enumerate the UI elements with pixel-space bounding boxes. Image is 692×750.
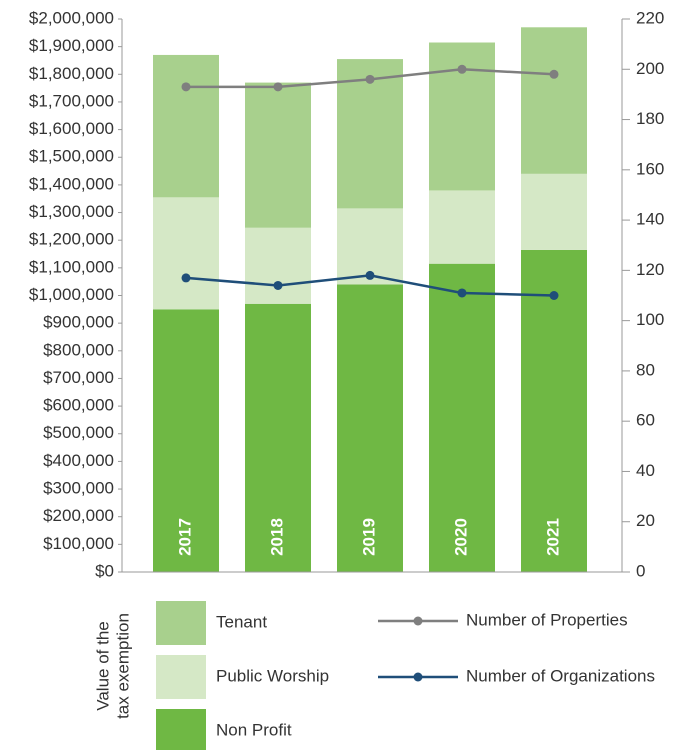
y2-tick-label: 200 bbox=[636, 59, 664, 78]
legend-swatch bbox=[156, 709, 206, 750]
y-tick-label: $1,400,000 bbox=[29, 174, 114, 193]
y-tick-label: $1,900,000 bbox=[29, 36, 114, 55]
category-label: 2020 bbox=[451, 518, 470, 556]
line-point bbox=[181, 82, 191, 92]
y-tick-label: $900,000 bbox=[43, 313, 114, 332]
line-point bbox=[457, 288, 467, 298]
y-tick-label: $500,000 bbox=[43, 423, 114, 442]
bar-segment bbox=[245, 227, 311, 304]
bar-segment bbox=[429, 190, 495, 264]
line-point bbox=[457, 64, 467, 74]
bar-segment bbox=[521, 249, 587, 572]
legend-label: Public Worship bbox=[216, 666, 329, 685]
legend-label: Non Profit bbox=[216, 720, 292, 739]
bar-segment bbox=[429, 263, 495, 572]
legend-marker bbox=[413, 672, 423, 682]
y-tick-label: $1,600,000 bbox=[29, 119, 114, 138]
bar-segment bbox=[153, 54, 219, 198]
y-tick-label: $1,100,000 bbox=[29, 257, 114, 276]
y-tick-label: $300,000 bbox=[43, 479, 114, 498]
y2-tick-label: 220 bbox=[636, 8, 664, 27]
legend-swatch bbox=[156, 601, 206, 645]
bar-segment bbox=[337, 284, 403, 572]
y-tick-label: $0 bbox=[95, 561, 114, 580]
y-tick-label: $800,000 bbox=[43, 340, 114, 359]
line-point bbox=[181, 273, 191, 283]
line-point bbox=[273, 82, 283, 92]
y2-tick-label: 100 bbox=[636, 310, 664, 329]
legend-label: Number of Properties bbox=[466, 610, 628, 629]
bar-segment bbox=[245, 82, 311, 228]
line-point bbox=[273, 280, 283, 290]
category-label: 2019 bbox=[359, 518, 378, 556]
y-tick-label: $700,000 bbox=[43, 368, 114, 387]
y-tick-label: $100,000 bbox=[43, 534, 114, 553]
y-tick-label: $1,800,000 bbox=[29, 64, 114, 83]
bar-segment bbox=[337, 59, 403, 209]
line-point bbox=[549, 69, 559, 79]
y2-tick-label: 140 bbox=[636, 210, 664, 229]
y-tick-label: $1,700,000 bbox=[29, 91, 114, 110]
y2-tick-label: 20 bbox=[636, 511, 655, 530]
legend-swatch bbox=[156, 655, 206, 699]
y2-tick-label: 0 bbox=[636, 561, 645, 580]
y-tick-label: $200,000 bbox=[43, 506, 114, 525]
y-tick-label: $400,000 bbox=[43, 451, 114, 470]
bar-segment bbox=[153, 197, 219, 310]
legend-label: Number of Organizations bbox=[466, 666, 655, 685]
y2-tick-label: 60 bbox=[636, 411, 655, 430]
bar-segment bbox=[521, 173, 587, 250]
y-tick-label: $2,000,000 bbox=[29, 8, 114, 27]
bar-segment bbox=[153, 309, 219, 572]
line-point bbox=[365, 270, 375, 280]
y-tick-label: $1,300,000 bbox=[29, 202, 114, 221]
y-tick-label: $1,200,000 bbox=[29, 230, 114, 249]
line-point bbox=[365, 74, 375, 84]
y2-tick-label: 120 bbox=[636, 260, 664, 279]
legend-label: Tenant bbox=[216, 612, 267, 631]
y2-tick-label: 160 bbox=[636, 159, 664, 178]
legend-title: tax exemption bbox=[113, 613, 132, 719]
y-tick-label: $600,000 bbox=[43, 396, 114, 415]
y2-tick-label: 40 bbox=[636, 461, 655, 480]
category-label: 2018 bbox=[267, 518, 286, 556]
y2-tick-label: 80 bbox=[636, 360, 655, 379]
category-label: 2021 bbox=[543, 518, 562, 556]
legend-marker bbox=[413, 616, 423, 626]
y2-tick-label: 180 bbox=[636, 109, 664, 128]
legend-title: Value of the bbox=[93, 621, 112, 710]
line-point bbox=[549, 291, 559, 300]
bar-segment bbox=[245, 303, 311, 572]
bar-segment bbox=[429, 42, 495, 191]
y-tick-label: $1,500,000 bbox=[29, 147, 114, 166]
category-label: 2017 bbox=[175, 518, 194, 556]
y-tick-label: $1,000,000 bbox=[29, 285, 114, 304]
bar-segment bbox=[521, 27, 587, 174]
